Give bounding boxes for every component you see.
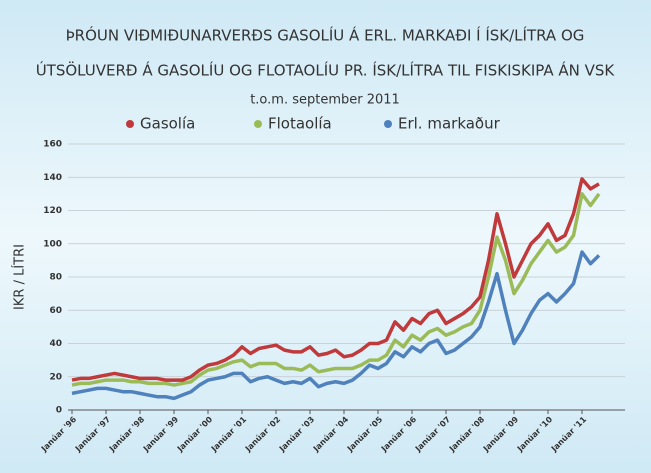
y-tick-label: 120 — [43, 206, 62, 216]
y-tick-label: 20 — [49, 372, 62, 382]
y-tick-label: 40 — [49, 339, 62, 349]
y-tick-label: 0 — [56, 406, 62, 416]
y-tick-label: 160 — [43, 140, 62, 150]
chart-title: ÚTSÖLUVERÐ Á GASOLÍU OG FLOTAOLÍU PR. ÍS… — [36, 61, 616, 80]
line-series — [71, 177, 600, 382]
legend-label: Erl. markaður — [398, 115, 501, 133]
line-series — [71, 192, 601, 387]
legend-marker — [384, 120, 392, 128]
chart-subtitle: t.o.m. september 2011 — [250, 93, 400, 108]
legend-marker — [254, 120, 262, 128]
legend-label: Flotaolía — [268, 115, 332, 133]
legend-marker — [126, 120, 134, 128]
y-tick-label: 60 — [49, 306, 62, 316]
y-tick-label: 140 — [43, 173, 62, 183]
y-tick-label: 80 — [49, 273, 62, 283]
chart-title: ÞRÓUN VIÐMIÐUNARVERÐS GASOLÍU Á ERL. MAR… — [66, 26, 585, 45]
legend-label: Gasolía — [140, 115, 195, 133]
y-tick-label: 100 — [43, 239, 62, 249]
y-axis-label: IKR / LÍTRI — [12, 244, 28, 310]
line-series — [71, 250, 601, 401]
